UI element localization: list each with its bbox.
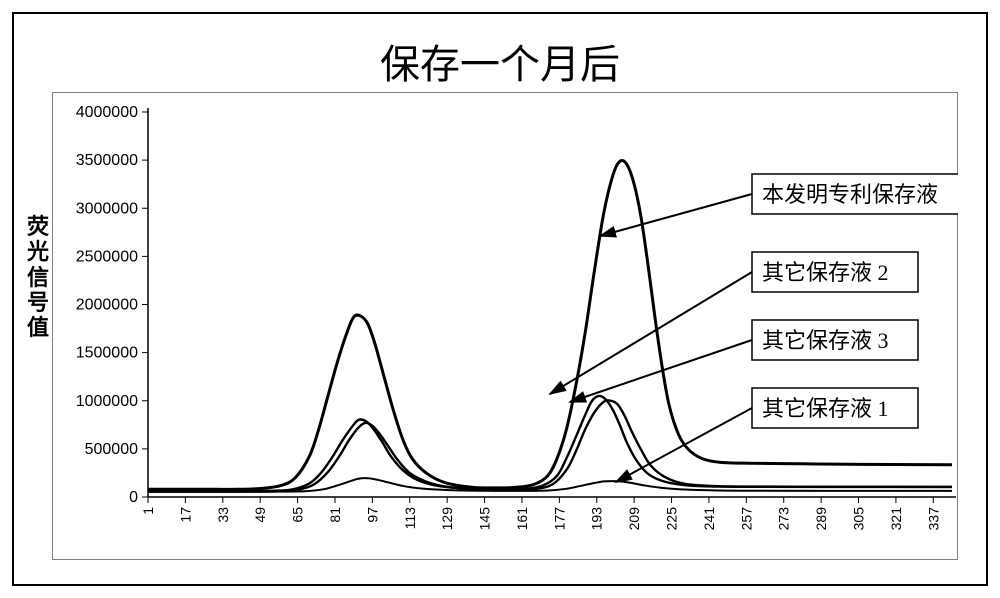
x-tick-label: 225 — [664, 507, 680, 531]
y-tick-label: 3000000 — [76, 200, 138, 217]
x-tick-label: 241 — [701, 507, 717, 531]
label-other3: 其它保存液 3 — [752, 320, 918, 360]
x-tick-label: 129 — [439, 507, 455, 531]
svg-text:本发明专利保存液: 本发明专利保存液 — [762, 182, 938, 207]
svg-text:其它保存液 3: 其它保存液 3 — [762, 328, 889, 353]
arrow-other3 — [570, 340, 752, 402]
x-tick-label: 321 — [888, 507, 904, 531]
label-other2: 其它保存液 2 — [752, 252, 918, 292]
y-axis-label: 荧光信号值 — [26, 214, 50, 340]
x-tick-label: 81 — [327, 507, 343, 523]
arrow-patent — [600, 194, 752, 236]
x-tick-label: 17 — [177, 507, 193, 523]
x-tick-label: 145 — [477, 507, 493, 531]
x-tick-label: 97 — [364, 507, 380, 523]
x-tick-label: 273 — [776, 507, 792, 531]
x-tick-label: 1 — [140, 507, 156, 515]
arrow-other1 — [616, 408, 752, 482]
figure-frame: 保存一个月后 荧光信号值 0 500000 1000000 1500000 200000… — [12, 12, 988, 586]
label-other1: 其它保存液 1 — [752, 388, 918, 428]
x-tick-label: 305 — [851, 507, 867, 531]
x-tick-label: 337 — [925, 507, 941, 531]
x-tick-label: 113 — [402, 507, 418, 530]
chart-area: 0 500000 1000000 1500000 2000000 2500000 30000… — [52, 92, 954, 556]
chart-svg: 0 500000 1000000 1500000 2000000 2500000 30000… — [52, 92, 958, 560]
x-tick-label: 49 — [252, 507, 268, 523]
x-tick-label: 161 — [514, 507, 530, 531]
y-tick-label: 3500000 — [76, 152, 138, 169]
x-tick-label: 289 — [813, 507, 829, 531]
x-tick-label: 257 — [738, 507, 754, 531]
x-tick-label: 209 — [626, 507, 642, 531]
chart-title: 保存一个月后 — [14, 32, 986, 90]
y-tick-label: 1000000 — [76, 393, 138, 410]
label-patent: 本发明专利保存液 — [752, 174, 958, 214]
svg-text:其它保存液 2: 其它保存液 2 — [762, 260, 889, 285]
x-tick-label: 33 — [215, 507, 231, 523]
x-tick-label: 193 — [589, 507, 605, 531]
y-tick-label: 0 — [129, 489, 138, 506]
x-tick-label: 65 — [290, 507, 306, 523]
y-tick-label: 2000000 — [76, 297, 138, 314]
y-tick-label: 4000000 — [76, 104, 138, 121]
x-tick-label: 177 — [551, 507, 567, 531]
y-tick-label: 1500000 — [76, 345, 138, 362]
y-tick-label: 500000 — [85, 441, 138, 458]
svg-text:其它保存液 1: 其它保存液 1 — [762, 396, 889, 421]
y-tick-label: 2500000 — [76, 248, 138, 265]
